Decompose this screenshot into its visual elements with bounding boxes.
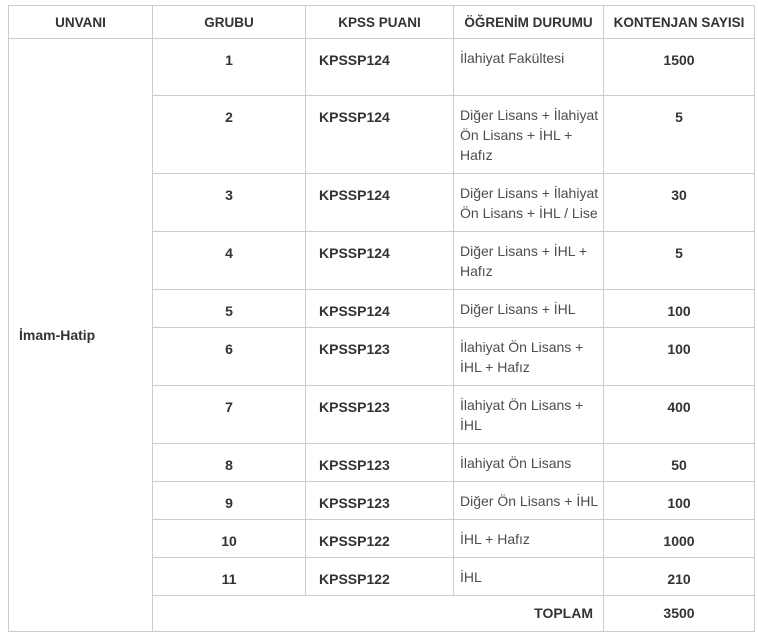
table-row: 10 KPSSP122 İHL + Hafız 1000 [9, 519, 755, 558]
cell-kpss-puani: KPSSP124 [305, 95, 454, 174]
table-row: 2 KPSSP124 Diğer Lisans + İlahiyat Ön Li… [9, 95, 755, 174]
cell-kpss-puani: KPSSP123 [305, 385, 454, 444]
table-row: 7 KPSSP123 İlahiyat Ön Lisans + İHL 400 [9, 385, 755, 444]
cell-ogrenim-durumu: İHL [453, 557, 604, 596]
cell-ogrenim-durumu: Diğer Lisans + İHL [453, 289, 604, 328]
cell-ogrenim-durumu: İlahiyat Fakültesi [453, 38, 604, 96]
cell-kontenjan: 100 [603, 327, 755, 386]
quota-table: UNVANI GRUBU KPSS PUANI ÖĞRENİM DURUMU K… [8, 5, 755, 632]
cell-grubu: 2 [152, 95, 306, 174]
cell-grubu: 3 [152, 173, 306, 232]
table-row: 8 KPSSP123 İlahiyat Ön Lisans 50 [9, 443, 755, 482]
cell-grubu: 5 [152, 289, 306, 328]
column-header-kpss-puani: KPSS PUANI [305, 5, 454, 39]
table-row: 3 KPSSP124 Diğer Lisans + İlahiyat Ön Li… [9, 173, 755, 232]
column-header-unvani: UNVANI [8, 5, 153, 39]
column-header-kontenjan-sayisi: KONTENJAN SAYISI [603, 5, 755, 39]
cell-kontenjan: 100 [603, 481, 755, 520]
cell-ogrenim-durumu: İlahiyat Ön Lisans [453, 443, 604, 482]
cell-kontenjan: 50 [603, 443, 755, 482]
cell-kontenjan: 5 [603, 231, 755, 290]
cell-kontenjan: 5 [603, 95, 755, 174]
cell-ogrenim-durumu: Diğer Lisans + İHL + Hafız [453, 231, 604, 290]
cell-kpss-puani: KPSSP123 [305, 443, 454, 482]
cell-ogrenim-durumu: Diğer Ön Lisans + İHL [453, 481, 604, 520]
cell-ogrenim-durumu: Diğer Lisans + İlahiyat Ön Lisans + İHL … [453, 173, 604, 232]
table-row: 6 KPSSP123 İlahiyat Ön Lisans + İHL + Ha… [9, 327, 755, 386]
cell-grubu: 11 [152, 557, 306, 596]
cell-grubu: 9 [152, 481, 306, 520]
cell-kpss-puani: KPSSP124 [305, 231, 454, 290]
cell-kontenjan: 1500 [603, 38, 755, 96]
cell-kontenjan: 210 [603, 557, 755, 596]
cell-kpss-puani: KPSSP122 [305, 519, 454, 558]
table-row: 4 KPSSP124 Diğer Lisans + İHL + Hafız 5 [9, 231, 755, 290]
header-row: UNVANI GRUBU KPSS PUANI ÖĞRENİM DURUMU K… [8, 5, 755, 39]
table-row: İmam-Hatip 1 KPSSP124 İlahiyat Fakültesi… [8, 38, 755, 632]
cell-unvani: İmam-Hatip [8, 38, 153, 632]
cell-ogrenim-durumu: İlahiyat Ön Lisans + İHL + Hafız [453, 327, 604, 386]
cell-kpss-puani: KPSSP122 [305, 557, 454, 596]
cell-kpss-puani: KPSSP123 [305, 481, 454, 520]
cell-kontenjan: 1000 [603, 519, 755, 558]
cell-ogrenim-durumu: İlahiyat Ön Lisans + İHL [453, 385, 604, 444]
cell-grubu: 1 [152, 38, 306, 96]
cell-ogrenim-durumu: İHL + Hafız [453, 519, 604, 558]
cell-kontenjan: 30 [603, 173, 755, 232]
cell-kpss-puani: KPSSP124 [305, 289, 454, 328]
cell-kpss-puani: KPSSP124 [305, 173, 454, 232]
column-header-ogrenim-durumu: ÖĞRENİM DURUMU [453, 5, 604, 39]
cell-grubu: 7 [152, 385, 306, 444]
cell-ogrenim-durumu: Diğer Lisans + İlahiyat Ön Lisans + İHL … [453, 95, 604, 174]
cell-kontenjan: 400 [603, 385, 755, 444]
cell-grubu: 4 [152, 231, 306, 290]
cell-kpss-puani: KPSSP123 [305, 327, 454, 386]
cell-grubu: 6 [152, 327, 306, 386]
cell-grubu: 10 [152, 519, 306, 558]
column-header-grubu: GRUBU [152, 5, 306, 39]
cell-kontenjan: 100 [603, 289, 755, 328]
cell-grubu: 8 [152, 443, 306, 482]
cell-kpss-puani: KPSSP124 [305, 38, 454, 96]
